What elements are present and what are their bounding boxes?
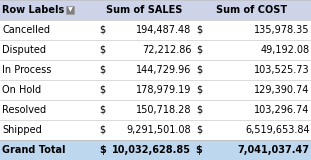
Text: Sum of SALES: Sum of SALES [106, 5, 183, 15]
Text: 9,291,501.08: 9,291,501.08 [127, 125, 191, 135]
Text: Resolved: Resolved [2, 105, 47, 115]
Bar [0, 100, 311, 120]
Text: $: $ [196, 85, 202, 95]
Text: $: $ [99, 65, 105, 75]
Bar [0, 40, 311, 60]
Bar [0, 80, 311, 100]
Text: 72,212.86: 72,212.86 [142, 45, 191, 55]
Text: On Hold: On Hold [2, 85, 42, 95]
Text: 49,192.08: 49,192.08 [261, 45, 310, 55]
Bar [0, 60, 311, 80]
Text: 194,487.48: 194,487.48 [136, 25, 191, 35]
Text: $: $ [196, 145, 202, 155]
Text: 129,390.74: 129,390.74 [254, 85, 310, 95]
Text: ▼: ▼ [67, 8, 72, 12]
Text: 7,041,037.47: 7,041,037.47 [238, 145, 310, 155]
Text: $: $ [196, 125, 202, 135]
Text: Disputed: Disputed [2, 45, 46, 55]
Text: $: $ [196, 105, 202, 115]
Text: 178,979.19: 178,979.19 [136, 85, 191, 95]
Text: $: $ [99, 25, 105, 35]
Text: Sum of COST: Sum of COST [216, 5, 287, 15]
Bar [0, 140, 311, 160]
Text: $: $ [196, 45, 202, 55]
Text: 144,729.96: 144,729.96 [136, 65, 191, 75]
Text: 150,718.28: 150,718.28 [136, 105, 191, 115]
Text: Row Labels: Row Labels [2, 5, 65, 15]
Text: 135,978.35: 135,978.35 [254, 25, 310, 35]
Text: $: $ [196, 65, 202, 75]
Text: $: $ [99, 85, 105, 95]
Text: $: $ [99, 105, 105, 115]
Text: In Process: In Process [2, 65, 52, 75]
Text: 103,525.73: 103,525.73 [254, 65, 310, 75]
Text: $: $ [99, 45, 105, 55]
Bar [0, 120, 311, 140]
Text: $: $ [99, 145, 106, 155]
Text: $: $ [196, 25, 202, 35]
Text: Cancelled: Cancelled [2, 25, 50, 35]
Bar [0, 20, 311, 40]
Text: 6,519,653.84: 6,519,653.84 [245, 125, 310, 135]
Text: 103,296.74: 103,296.74 [254, 105, 310, 115]
Text: Shipped: Shipped [2, 125, 42, 135]
Text: 10,032,628.85: 10,032,628.85 [112, 145, 191, 155]
Text: Grand Total: Grand Total [2, 145, 66, 155]
Bar [0, 0, 311, 20]
Text: $: $ [99, 125, 105, 135]
